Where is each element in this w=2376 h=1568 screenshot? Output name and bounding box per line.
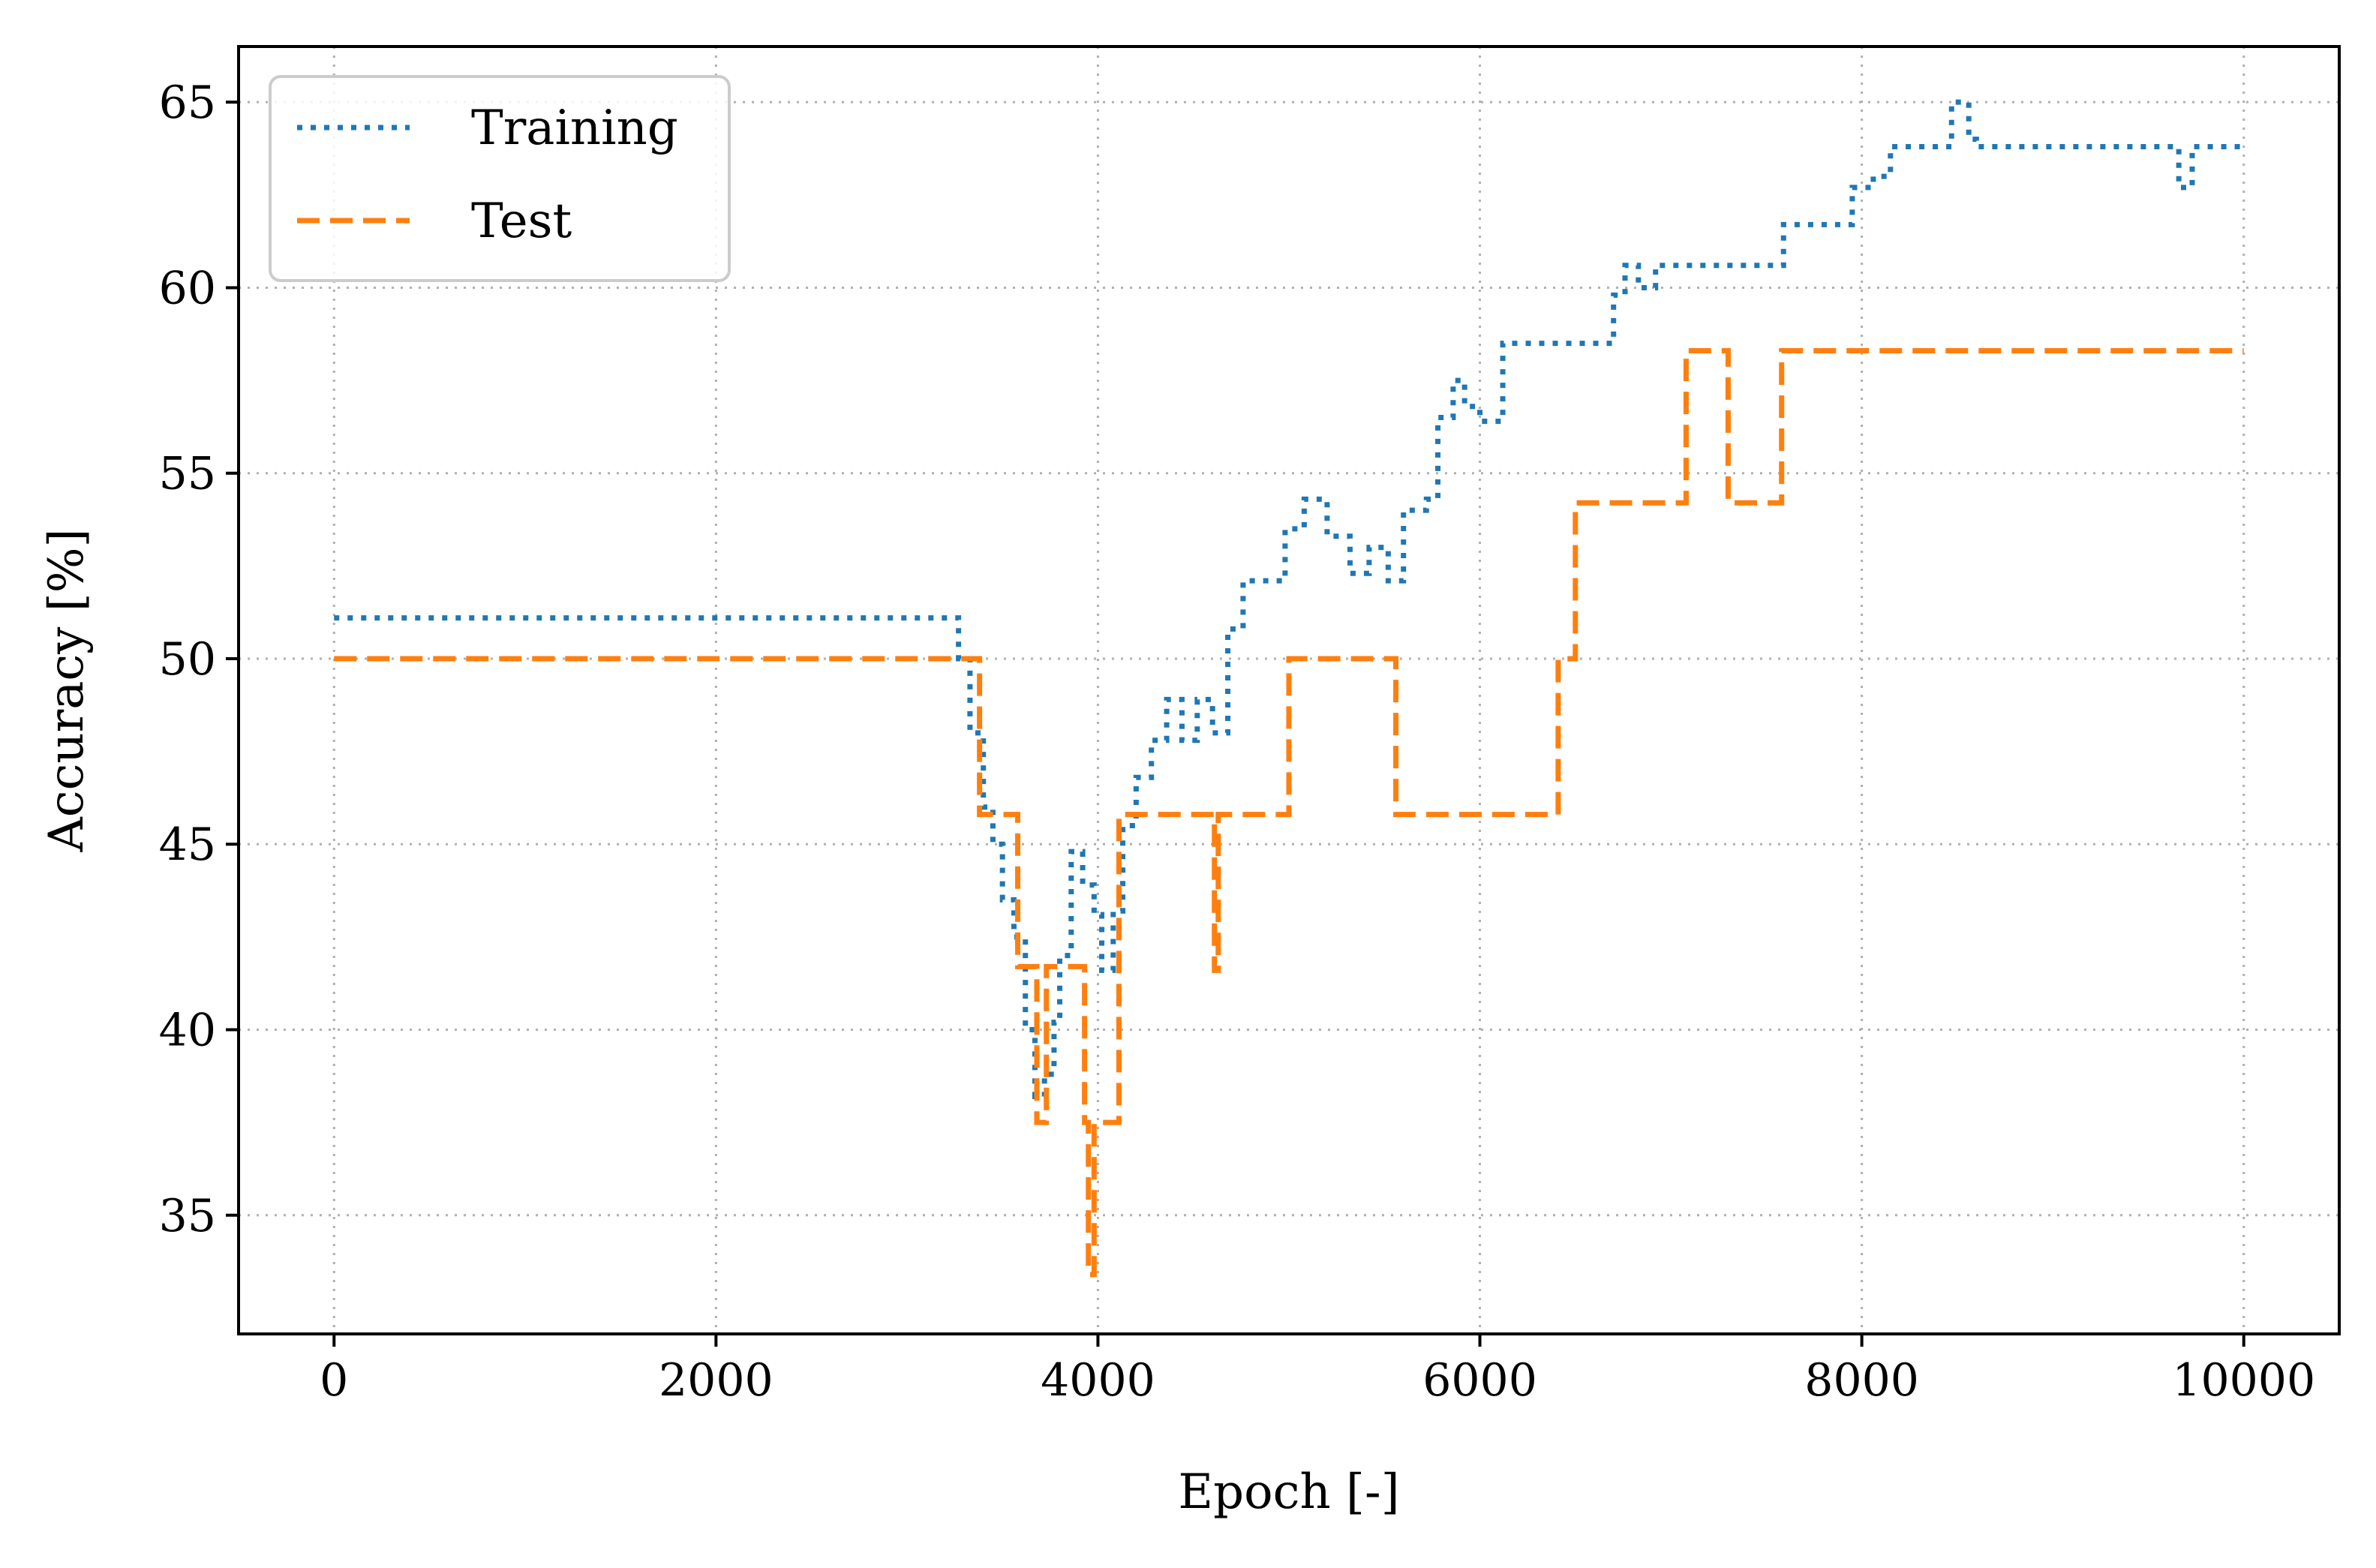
y-tick-label: 60 — [159, 262, 216, 314]
legend-box — [269, 75, 731, 282]
y-axis-label: Accuracy [%] — [39, 529, 95, 853]
legend-label-test: Test — [471, 194, 572, 249]
legend-label-training: Training — [471, 101, 678, 156]
legend: Training Test — [269, 75, 731, 282]
series-layer — [334, 99, 2244, 1278]
y-tick-label: 55 — [159, 448, 216, 500]
plot-frame — [237, 45, 2341, 1335]
axes: 0 2000 4000 6000 8000 10000 35 40 45 50 55 60 65 — [159, 45, 2341, 1407]
y-tick-label: 50 — [159, 633, 216, 686]
y-tick-label: 40 — [159, 1004, 216, 1056]
x-tick-label: 4000 — [1041, 1354, 1155, 1407]
x-tick-label: 6000 — [1422, 1354, 1537, 1407]
x-tick-label: 8000 — [1804, 1354, 1919, 1407]
grid — [239, 47, 2339, 1334]
y-tick-label: 35 — [159, 1190, 216, 1242]
y-tick-label: 65 — [159, 77, 216, 129]
series-line-test — [334, 348, 2244, 1278]
x-axis-label: Epoch [-] — [1178, 1464, 1399, 1520]
x-tick-label: 10000 — [2172, 1354, 2315, 1407]
y-tick-label: 45 — [159, 819, 216, 871]
series-line-training — [334, 99, 2244, 1099]
x-tick-label: 0 — [320, 1354, 348, 1407]
x-tick-label: 2000 — [659, 1354, 773, 1407]
